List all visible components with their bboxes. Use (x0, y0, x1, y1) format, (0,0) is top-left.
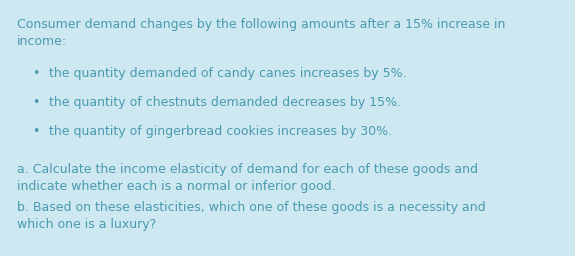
Text: the quantity demanded of candy canes increases by 5%.: the quantity demanded of candy canes inc… (49, 67, 407, 80)
Text: a. Calculate the income elasticity of demand for each of these goods and
indicat: a. Calculate the income elasticity of de… (17, 163, 478, 193)
Text: b. Based on these elasticities, which one of these goods is a necessity and
whic: b. Based on these elasticities, which on… (17, 201, 486, 231)
Text: •: • (32, 125, 39, 138)
Text: the quantity of chestnuts demanded decreases by 15%.: the quantity of chestnuts demanded decre… (49, 96, 401, 109)
Text: the quantity of gingerbread cookies increases by 30%.: the quantity of gingerbread cookies incr… (49, 125, 392, 138)
Text: •: • (32, 96, 39, 109)
Text: •: • (32, 67, 39, 80)
Text: Consumer demand changes by the following amounts after a 15% increase in
income:: Consumer demand changes by the following… (17, 18, 505, 48)
